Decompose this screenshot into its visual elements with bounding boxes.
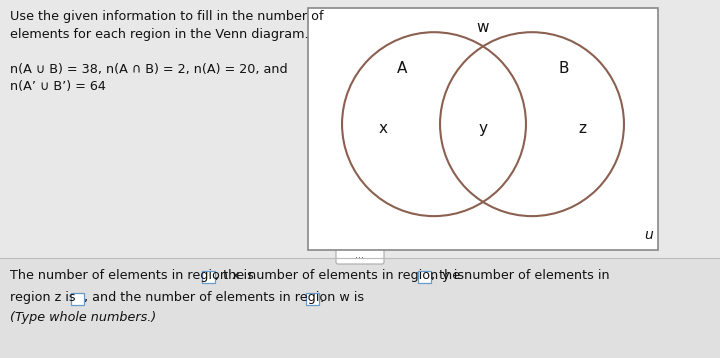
Text: .: . xyxy=(320,291,323,305)
Bar xyxy=(71,293,84,305)
Text: , the number of elements in: , the number of elements in xyxy=(431,270,609,282)
Text: , and the number of elements in region w is: , and the number of elements in region w… xyxy=(84,291,368,305)
FancyBboxPatch shape xyxy=(336,246,384,264)
Text: B: B xyxy=(559,62,570,77)
Text: n(A’ ∪ B’) = 64: n(A’ ∪ B’) = 64 xyxy=(10,80,106,93)
Text: x: x xyxy=(379,121,388,136)
Bar xyxy=(418,271,431,283)
Bar xyxy=(307,293,320,305)
Bar xyxy=(308,8,658,250)
Bar xyxy=(202,271,215,283)
Text: (Type whole numbers.): (Type whole numbers.) xyxy=(10,311,156,324)
Text: z: z xyxy=(579,121,587,136)
Text: , the number of elements in region y is: , the number of elements in region y is xyxy=(215,270,469,282)
Text: region z is: region z is xyxy=(10,291,80,305)
Bar xyxy=(0,0,720,258)
Text: w: w xyxy=(477,20,490,35)
Text: n(A ∪ B) = 38, n(A ∩ B) = 2, n(A) = 20, and: n(A ∪ B) = 38, n(A ∩ B) = 2, n(A) = 20, … xyxy=(10,63,287,76)
Bar xyxy=(0,258,720,358)
Text: u: u xyxy=(644,228,653,242)
Text: ...: ... xyxy=(356,250,364,260)
Text: y: y xyxy=(479,121,487,136)
Text: A: A xyxy=(397,62,407,77)
Text: The number of elements in region x is: The number of elements in region x is xyxy=(10,270,258,282)
Text: Use the given information to fill in the number of
elements for each region in t: Use the given information to fill in the… xyxy=(10,10,323,41)
